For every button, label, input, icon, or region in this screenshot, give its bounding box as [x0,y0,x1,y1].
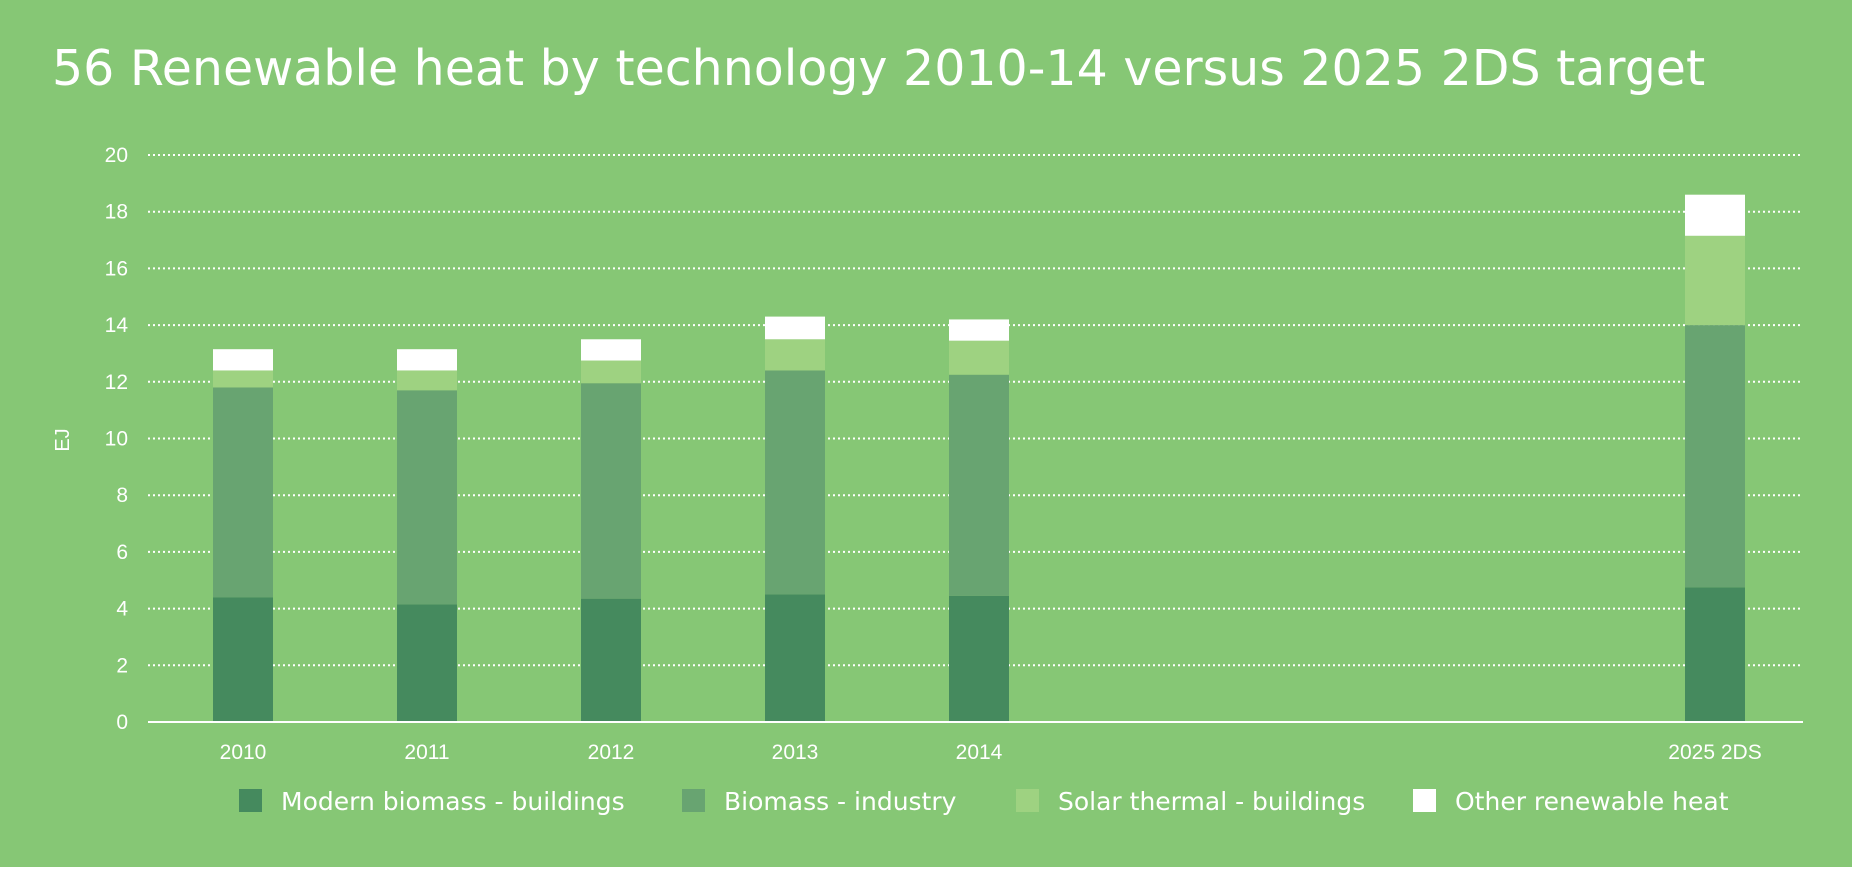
x-tick-label: 2010 [220,741,267,764]
x-tick-label: 2013 [772,741,819,764]
x-tick-label: 2014 [956,741,1003,764]
legend-label: Other renewable heat [1455,787,1729,816]
bar-segment [213,387,273,598]
bar-segment [1685,325,1745,588]
y-tick-label: 4 [116,598,128,621]
bar-segment [581,383,641,599]
legend-swatch [239,789,262,812]
bar-segment [1685,235,1745,326]
bar-segment [1685,587,1745,722]
y-tick-labels: 0 2 4 6 8 10 12 14 16 18 20 [105,144,129,734]
bar-segment [213,597,273,722]
y-axis-title: EJ [52,428,74,451]
y-tick-label: 12 [105,371,128,394]
y-tick-label: 10 [105,428,128,451]
x-tick-label: 2012 [588,741,635,764]
y-tick-label: 20 [105,144,128,167]
bar-segment [1685,194,1745,236]
legend-swatch [682,789,705,812]
bar-segment [213,370,273,388]
legend-swatch [1016,789,1039,812]
x-tick-labels: 2010 2011 2012 2013 2014 2025 2DS [220,741,1762,764]
legend-label: Solar thermal - buildings [1058,787,1365,816]
legend-label: Modern biomass - buildings [281,787,625,816]
bar-segment [213,349,273,371]
y-tick-label: 16 [105,257,128,280]
bar-segment [949,595,1009,722]
legend-swatch [1413,789,1436,812]
bar-segment [765,370,825,595]
bar-segment [397,390,457,605]
bar-segment [765,316,825,340]
bar-segment [765,339,825,371]
legend-label: Biomass - industry [724,787,957,816]
y-tick-label: 14 [105,314,129,337]
chart-title: 56 Renewable heat by technology 2010-14 … [52,40,1706,97]
y-tick-label: 2 [116,654,128,677]
bar-segment [581,360,641,384]
bars [213,194,1745,722]
y-tick-label: 0 [116,711,128,734]
y-tick-label: 18 [105,201,128,224]
x-tick-label: 2025 2DS [1668,741,1761,764]
bar-segment [397,370,457,391]
bar-segment [397,349,457,371]
bar-segment [397,604,457,722]
bar-segment [765,594,825,722]
legend: Modern biomass - buildings Biomass - indu… [239,787,1729,816]
bar-segment [949,374,1009,596]
y-tick-label: 8 [116,484,128,507]
y-tick-label: 6 [116,541,128,564]
bar-segment [949,340,1009,375]
x-tick-label: 2011 [404,741,449,764]
bar-segment [581,598,641,722]
bar-segment [581,339,641,361]
bar-segment [949,319,1009,341]
